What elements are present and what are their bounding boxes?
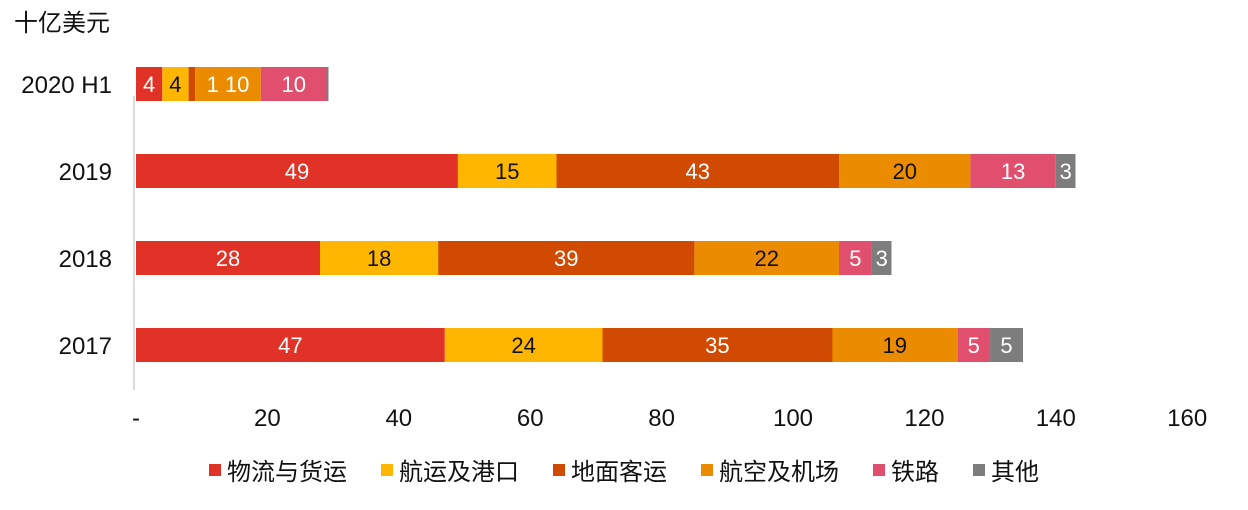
bar-segment [136, 328, 445, 362]
bar-segment [444, 328, 603, 362]
bar-segment [195, 67, 261, 101]
data-label: 39 [554, 246, 578, 271]
legend-label: 地面客运 [571, 459, 667, 486]
bar-segment [990, 328, 1023, 362]
bar-segment [871, 241, 892, 275]
data-label: 43 [685, 159, 709, 184]
category-label: 2018 [59, 246, 112, 273]
legend-swatch [701, 463, 713, 476]
bar-segment [694, 241, 839, 275]
x-tick-label: - [132, 405, 140, 432]
data-label: 22 [754, 246, 778, 271]
legend: 物流与货运 航运及港口 地面客运 航空及机场 铁路 其他 [0, 452, 1248, 487]
data-label: 5 [849, 246, 861, 271]
bar-segment [136, 67, 163, 101]
bar-segment [457, 154, 557, 188]
bar-segment [957, 328, 991, 362]
data-label: 3 [876, 246, 888, 271]
legend-swatch [209, 463, 221, 476]
bar-segment [136, 241, 320, 275]
legend-label: 物流与货运 [227, 459, 347, 486]
legend-swatch [381, 463, 393, 476]
bar-segment [832, 328, 958, 362]
x-tick-label: 160 [1167, 405, 1207, 432]
x-tick-label: 140 [1036, 405, 1076, 432]
x-tick-label: 60 [517, 405, 544, 432]
bar-segment [602, 328, 833, 362]
bar-segment [260, 67, 327, 101]
bar-segment [970, 154, 1056, 188]
legend-item: 航运及港口 [381, 452, 519, 487]
x-tick-label: 40 [385, 405, 412, 432]
x-tick-label: 100 [773, 405, 813, 432]
x-tick-label: 20 [254, 405, 281, 432]
data-label: 49 [285, 159, 309, 184]
legend-item: 航空及机场 [701, 452, 839, 487]
data-label: 4 [169, 72, 181, 97]
legend-label: 其他 [991, 459, 1039, 486]
unit-label: 十亿美元 [14, 10, 110, 37]
data-label: 24 [511, 333, 535, 358]
x-tick-label: 80 [648, 405, 675, 432]
bar-segment [839, 241, 872, 275]
legend-item: 其他 [973, 452, 1039, 487]
data-label: 1 10 [207, 72, 250, 97]
data-label: 5 [968, 333, 980, 358]
bar-segment [438, 241, 695, 275]
legend-swatch [973, 463, 985, 476]
legend-item: 铁路 [873, 452, 939, 487]
bar-segment [320, 241, 439, 275]
data-label: 35 [705, 333, 729, 358]
data-label: 20 [892, 159, 916, 184]
data-label: 13 [1001, 159, 1025, 184]
category-label: 2019 [59, 159, 112, 186]
legend-swatch [553, 463, 565, 476]
x-tick-label: 120 [904, 405, 944, 432]
bar-segment [1055, 154, 1076, 188]
data-label: 19 [883, 333, 907, 358]
legend-item: 地面客运 [553, 452, 667, 487]
data-label: 3 [1060, 159, 1072, 184]
data-label: 28 [216, 246, 240, 271]
bar-segment [326, 67, 329, 101]
data-label: 47 [278, 333, 302, 358]
legend-item: 物流与货运 [209, 452, 347, 487]
bar-segment [839, 154, 971, 188]
bar-segment [188, 67, 196, 101]
x-tick-labels: - 20 40 60 80 100 120 140 160 [132, 405, 1207, 432]
legend-label: 铁路 [891, 459, 939, 486]
data-label: 4 [143, 72, 155, 97]
bar-segment [556, 154, 839, 188]
bar-segment [136, 154, 458, 188]
legend-label: 航运及港口 [399, 459, 519, 486]
legend-label: 航空及机场 [719, 459, 839, 486]
bar-segment [162, 67, 189, 101]
data-label: 10 [281, 72, 305, 97]
category-label: 2017 [59, 333, 112, 360]
legend-swatch [873, 463, 885, 476]
data-label: 18 [367, 246, 391, 271]
data-label: 5 [1000, 333, 1012, 358]
category-labels: 2020 H1 2019 2018 2017 [21, 72, 112, 360]
data-label: 15 [495, 159, 519, 184]
category-label: 2020 H1 [21, 72, 112, 99]
